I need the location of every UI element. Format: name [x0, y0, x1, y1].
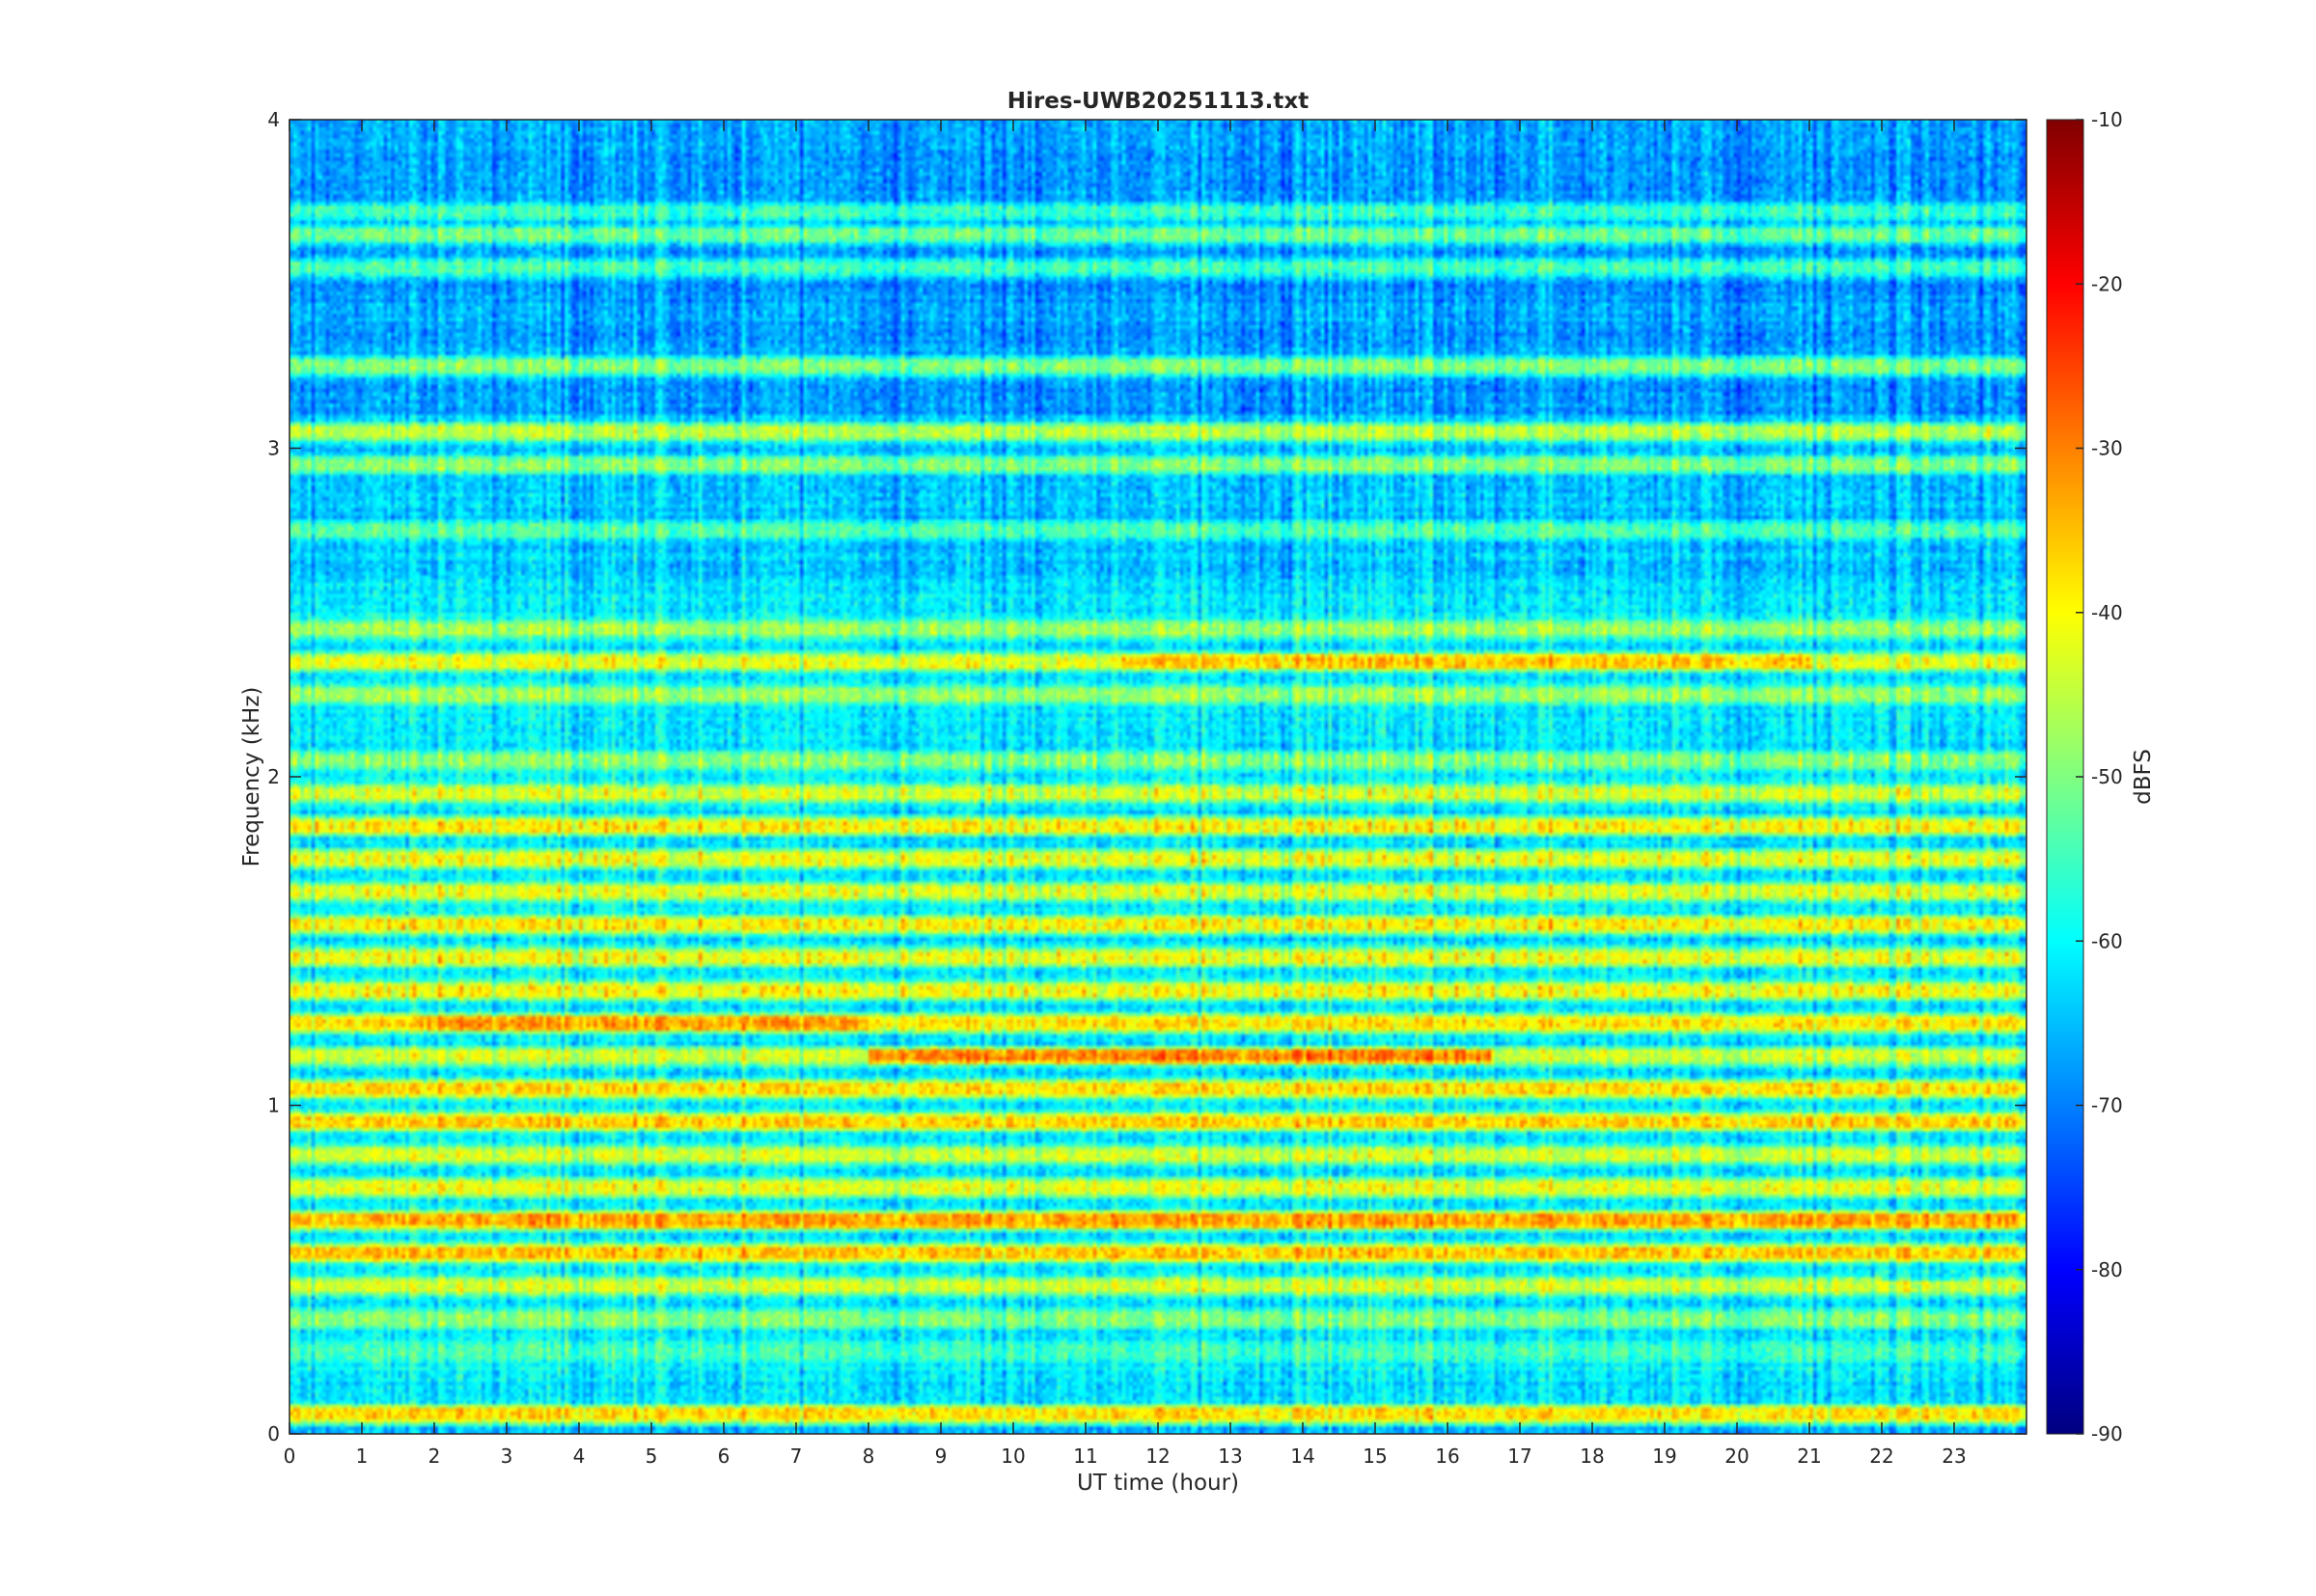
x-axis-label: UT time (hour) — [1077, 1471, 1239, 1496]
x-tick-label: 4 — [573, 1445, 586, 1468]
y-axis: 0 1 2 3 4 — [267, 108, 2026, 1445]
colorbar-tick-label: -10 — [2091, 108, 2123, 131]
x-tick-label: 16 — [1435, 1445, 1459, 1468]
x-tick-label: 12 — [1145, 1445, 1170, 1468]
y-tick-label: 3 — [267, 437, 280, 460]
chart-title: Hires-UWB20251113.txt — [1007, 89, 1309, 114]
colorbar-tick-label: -90 — [2091, 1422, 2123, 1445]
x-tick-label: 15 — [1363, 1445, 1387, 1468]
colorbar-tick-label: -40 — [2091, 601, 2123, 624]
colorbar-tick-label: -60 — [2091, 929, 2123, 952]
y-axis-label: Frequency (kHz) — [239, 687, 264, 867]
x-tick-label: 17 — [1507, 1445, 1531, 1468]
y-tick-label: 4 — [267, 108, 280, 131]
x-tick-label: 3 — [501, 1445, 513, 1468]
x-tick-label: 9 — [935, 1445, 948, 1468]
x-tick-label: 13 — [1218, 1445, 1242, 1468]
x-tick-label: 19 — [1652, 1445, 1676, 1468]
colorbar-tick-label: -80 — [2091, 1258, 2123, 1281]
colorbar-ticks: -10 -20 -30 -40 -50 -60 -70 -80 -90 — [2076, 108, 2123, 1445]
x-tick-label: 23 — [1942, 1445, 1966, 1468]
x-tick-label: 22 — [1869, 1445, 1893, 1468]
x-tick-label: 7 — [790, 1445, 803, 1468]
heatmap-area — [290, 120, 2026, 1434]
x-tick-label: 11 — [1073, 1445, 1097, 1468]
x-axis: 0 1 2 3 4 5 6 7 8 9 10 11 12 13 14 15 16 17 18 19 20 21 22 23 — [284, 120, 1967, 1468]
x-tick-label: 14 — [1290, 1445, 1314, 1468]
x-tick-label: 10 — [1001, 1445, 1025, 1468]
x-tick-label: 1 — [356, 1445, 369, 1468]
heatmap-cells — [290, 120, 2026, 1434]
y-tick-label: 1 — [267, 1094, 280, 1117]
x-tick-label: 20 — [1724, 1445, 1749, 1468]
x-tick-label: 6 — [718, 1445, 731, 1468]
colorbar-tick-label: -70 — [2091, 1094, 2123, 1117]
x-tick-label: 21 — [1797, 1445, 1821, 1468]
x-tick-label: 0 — [284, 1445, 296, 1468]
x-tick-label: 18 — [1580, 1445, 1604, 1468]
colorbar-tick-label: -50 — [2091, 765, 2123, 788]
x-tick-label: 2 — [428, 1445, 441, 1468]
colorbar-tick-label: -30 — [2091, 437, 2123, 460]
y-tick-label: 0 — [267, 1422, 280, 1445]
x-tick-label: 8 — [863, 1445, 875, 1468]
colorbar: -10 -20 -30 -40 -50 -60 -70 -80 -90 dBFS — [2046, 108, 2156, 1445]
colorbar-label: dBFS — [2131, 749, 2156, 805]
y-tick-label: 2 — [267, 765, 280, 788]
colorbar-tick-label: -20 — [2091, 272, 2123, 295]
x-tick-label: 5 — [646, 1445, 658, 1468]
